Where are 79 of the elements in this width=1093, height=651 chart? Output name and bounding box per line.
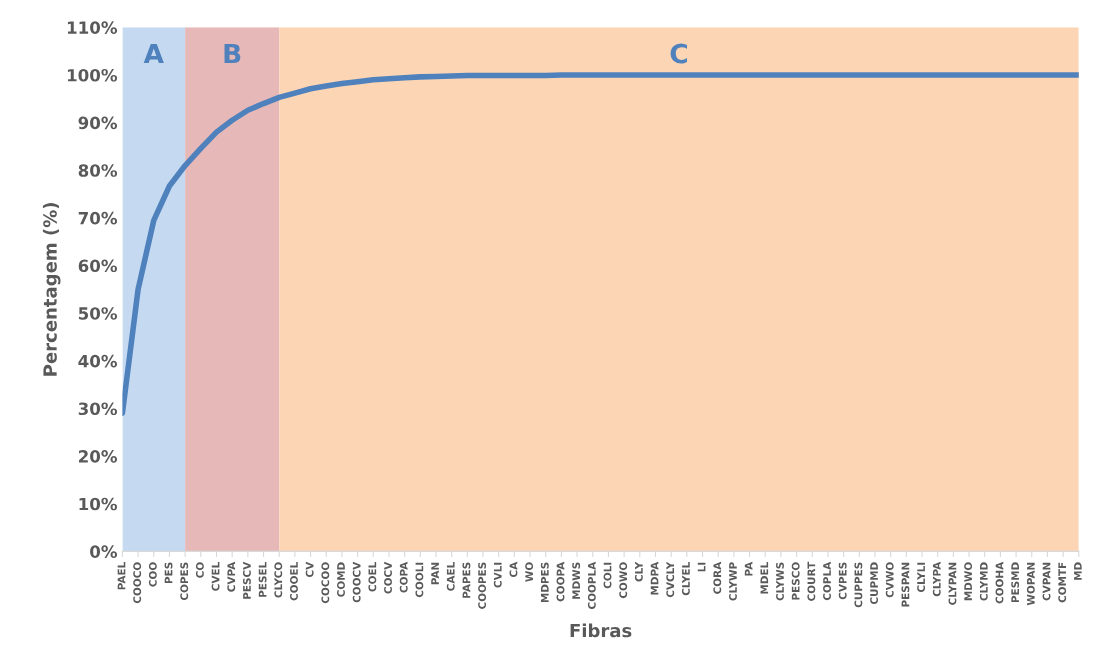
band-label: A <box>143 43 164 64</box>
y-tick-label: 10% <box>79 497 118 511</box>
y-tick-label: 70% <box>78 211 118 225</box>
y-tick-label: 90% <box>78 116 118 130</box>
x-tick-label: PES <box>164 562 173 584</box>
y-tick-label: 40% <box>78 354 118 368</box>
x-tick-label: MDPA <box>650 561 659 595</box>
x-tick-label: COWO <box>619 562 628 599</box>
y-tick-label: 110% <box>67 21 118 34</box>
x-tick-label: CLYEL <box>681 562 690 596</box>
x-tick-label: CVCLY <box>666 561 675 598</box>
x-tick-label: PAEL <box>117 562 126 590</box>
x-tick-label: CO <box>195 562 204 578</box>
x-tick-label: CVPAN <box>1042 562 1051 601</box>
x-tick-label: LI <box>697 562 706 572</box>
x-tick-label: COLI <box>603 562 612 589</box>
x-tick-label: CORA <box>713 561 722 594</box>
y-tick-label: 60% <box>78 259 118 273</box>
x-tick-label: COOCO <box>133 562 142 604</box>
x-tick-label: COOHA <box>995 561 1004 604</box>
x-tick-label: COCV <box>384 561 392 594</box>
x-tick-label: MDWO <box>964 562 973 601</box>
x-tick-label: COO <box>148 562 157 587</box>
x-tick-label: COOLI <box>415 562 424 598</box>
x-tick-label: COEL <box>368 562 377 592</box>
x-tick-label: CLYWS <box>776 562 784 601</box>
x-tick-label: CLYMD <box>979 562 988 601</box>
x-tick-label: CVPA <box>227 561 236 592</box>
x-tick-label: PESPAN <box>901 562 910 607</box>
x-tick-label: PAPES <box>462 562 471 598</box>
x-tick-label: PAN <box>431 562 439 585</box>
x-tick-label: WOPAN <box>1026 562 1035 606</box>
x-tick-label: COCOO <box>321 562 330 604</box>
x-tick-label: CLYPA <box>932 561 941 597</box>
x-tick-label: CA <box>509 561 518 577</box>
y-tick-label: 80% <box>78 164 118 177</box>
x-tick-label: PESMD <box>1011 562 1020 603</box>
band-label: B <box>224 43 241 64</box>
band-label: C <box>670 43 687 64</box>
x-tick-label: CLYWP <box>729 562 737 601</box>
x-tick-label: CLYCO <box>274 562 283 598</box>
x-tick-label: COOEL <box>290 562 298 601</box>
x-tick-label: CLYPAN <box>948 562 957 605</box>
x-tick-label: CUPPES <box>854 562 863 608</box>
x-tick-label: PA <box>744 561 753 576</box>
x-tick-label: PESEL <box>258 562 267 597</box>
y-tick-label: 20% <box>78 450 118 463</box>
x-tick-label: MD <box>1074 562 1082 580</box>
x-tick-label: CLY <box>634 561 643 582</box>
x-tick-label: MDPES <box>540 562 549 603</box>
x-tick-label: COOPA <box>556 561 565 602</box>
x-tick-label: COOCV <box>352 561 361 603</box>
x-tick-label: CAEL <box>446 562 455 591</box>
x-tick-label: WO <box>525 562 534 582</box>
x-tick-label: COPES <box>180 562 189 601</box>
y-tick-label: 30% <box>78 402 118 416</box>
y-tick-label: 0% <box>90 545 118 558</box>
y-tick-label: 50% <box>78 307 118 320</box>
x-tick-label: COOPES <box>478 562 487 609</box>
x-tick-label: CVEL <box>211 562 220 591</box>
x-tick-label: CVWO <box>885 562 894 598</box>
x-tick-label: COURT <box>807 561 816 601</box>
x-tick-label: CUPMD <box>870 562 878 605</box>
x-tick-label: COOPLA <box>587 561 596 609</box>
x-tick-label: COMTF <box>1058 562 1067 603</box>
x-tick-label: PESCV <box>242 561 251 599</box>
y-axis-title: Percentagem (%) <box>42 202 61 376</box>
x-tick-label: PESCO <box>791 562 800 600</box>
x-tick-label: COPA <box>399 561 408 593</box>
x-axis-title: Fibras <box>570 623 632 638</box>
x-tick-label: COMD <box>337 562 345 597</box>
x-tick-label: CVLI <box>493 562 502 588</box>
y-tick-label: 100% <box>67 68 118 82</box>
x-tick-label: COPLA <box>823 561 831 601</box>
x-tick-label: CV <box>305 561 314 577</box>
x-tick-label: MDEL <box>760 562 769 594</box>
x-tick-label: MDWS <box>572 562 581 599</box>
x-tick-label: CVPES <box>838 562 847 600</box>
x-tick-label: CLYLI <box>917 562 926 592</box>
